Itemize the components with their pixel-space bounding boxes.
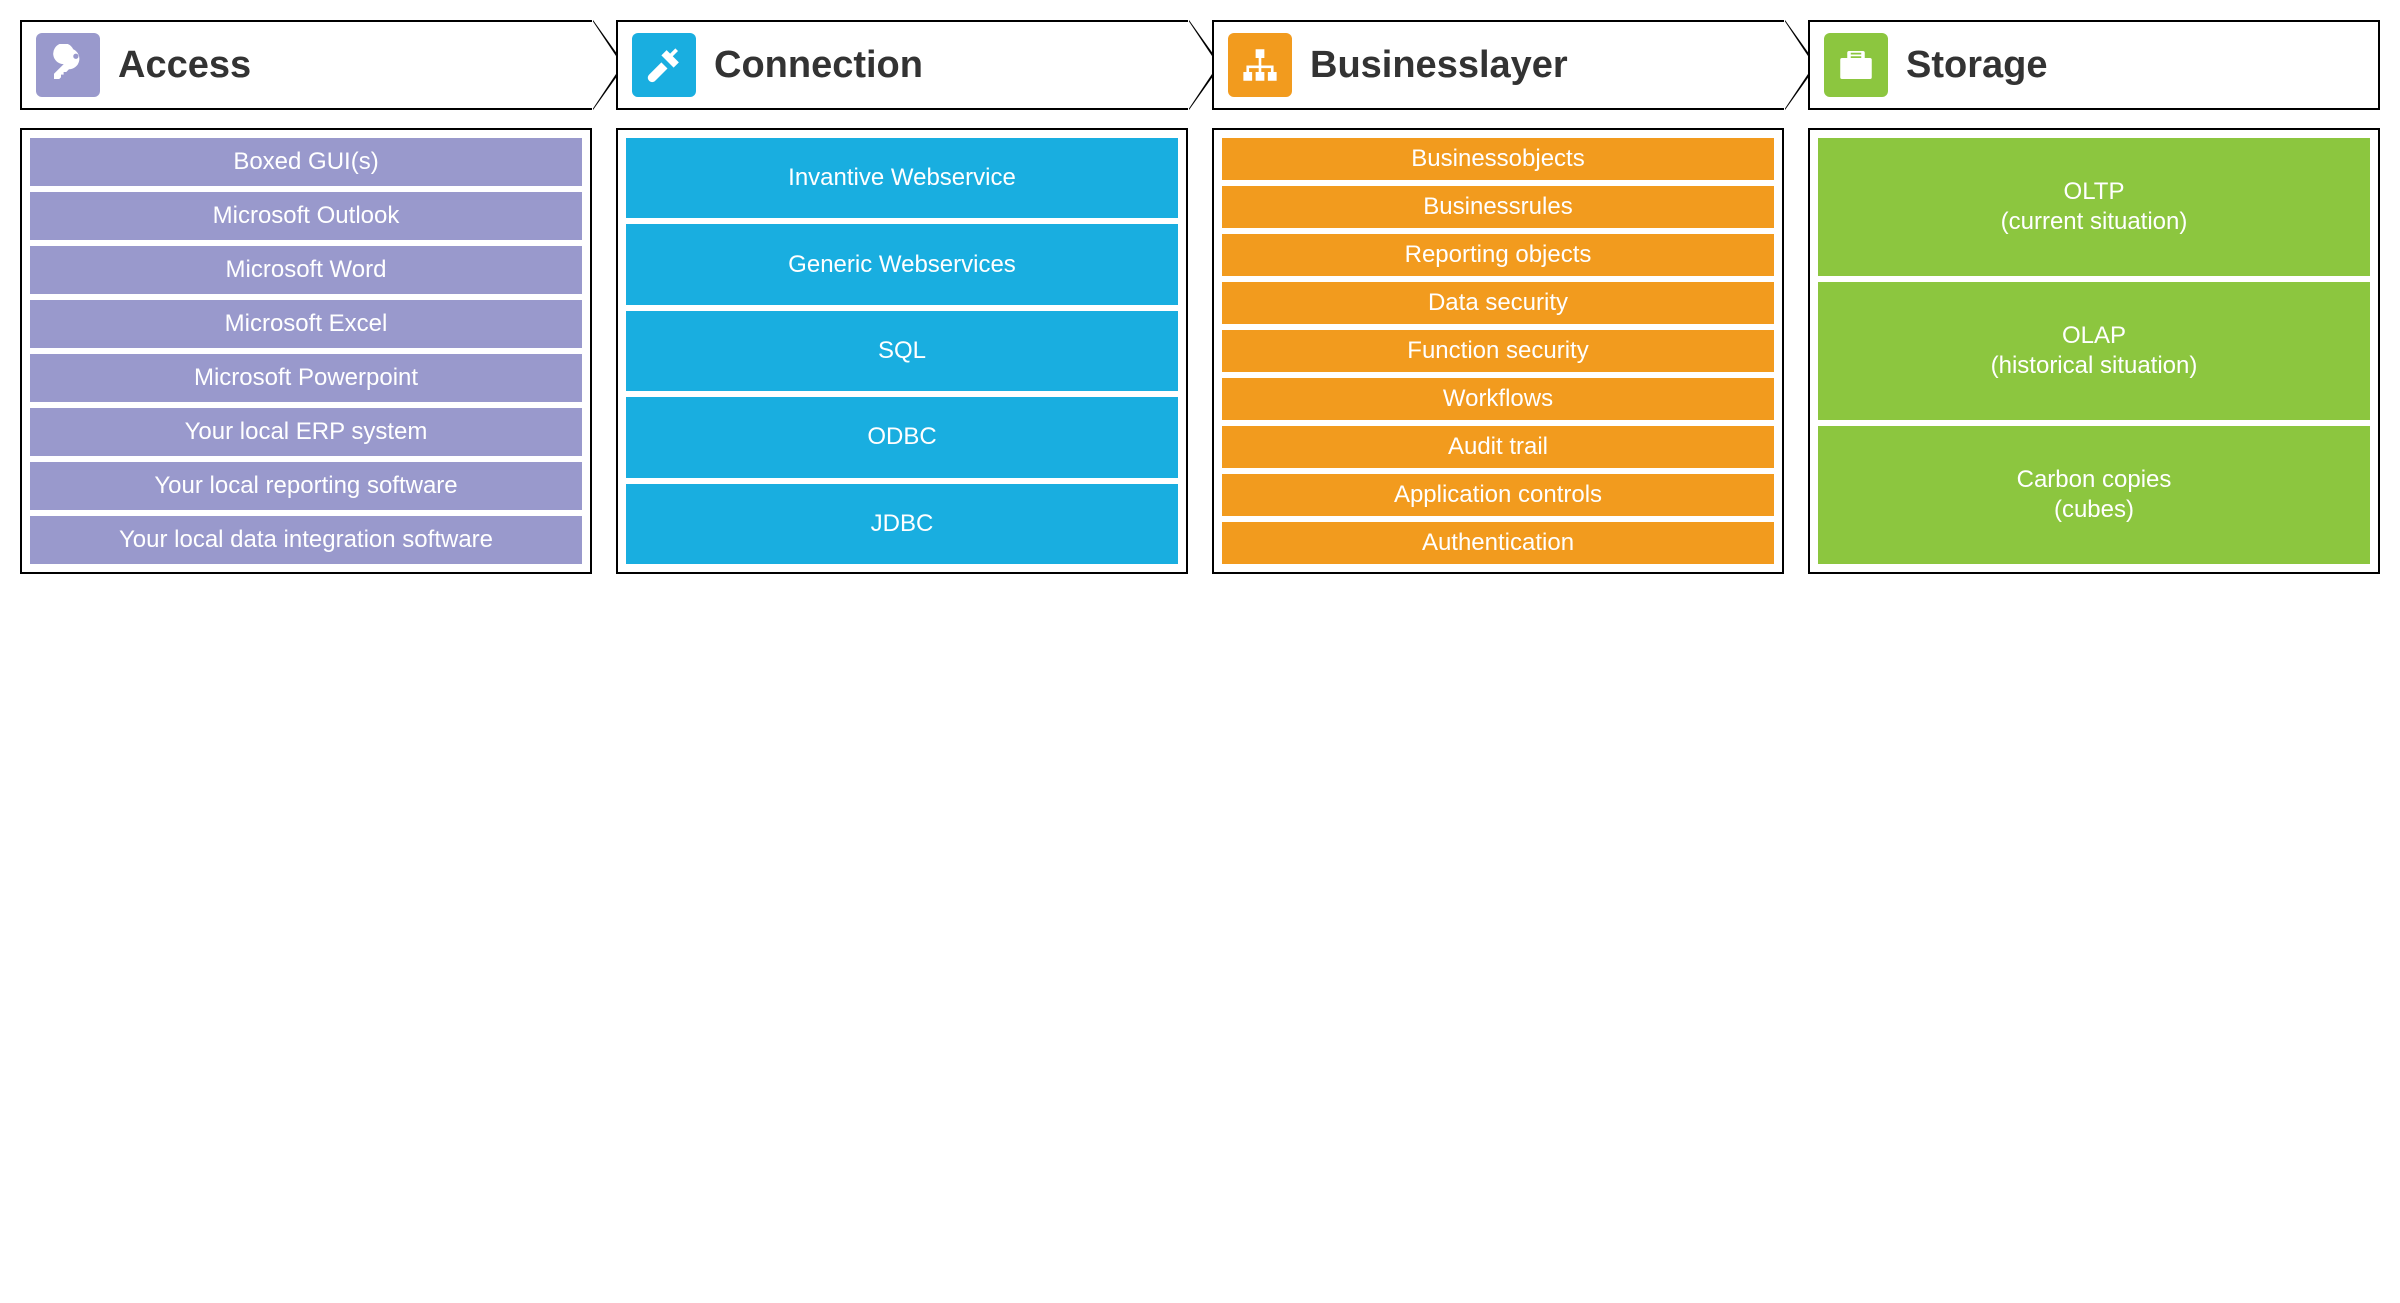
list-item: ODBC [626, 397, 1178, 477]
header-title-storage: Storage [1906, 44, 2047, 87]
column-access: Access Boxed GUI(s) Microsoft Outlook Micr… [20, 20, 592, 574]
list-item: OLAP (historical situation) [1818, 282, 2370, 420]
list-item: Invantive Webservice [626, 138, 1178, 218]
list-item: Your local reporting software [30, 462, 582, 510]
list-item: Generic Webservices [626, 224, 1178, 304]
body-connection: Invantive WebserviceGeneric WebservicesS… [616, 128, 1188, 574]
list-item: Reporting objects [1222, 234, 1774, 276]
list-item: Businessrules [1222, 186, 1774, 228]
header-title-connection: Connection [714, 44, 923, 87]
list-item: OLTP (current situation) [1818, 138, 2370, 276]
list-item: Carbon copies (cubes) [1818, 426, 2370, 564]
body-businesslayer: Businessobjects Businessrules Reporting ob… [1212, 128, 1784, 574]
list-item: Function security [1222, 330, 1774, 372]
list-item: Application controls [1222, 474, 1774, 516]
body-storage: OLTP (current situation)OLAP (historical… [1808, 128, 2380, 574]
column-connection: Connection Invantive WebserviceGeneric W… [616, 20, 1188, 574]
list-item: JDBC [626, 484, 1178, 564]
list-item: Microsoft Excel [30, 300, 582, 348]
header-access: Access [20, 20, 592, 110]
list-item: Your local data integration software [30, 516, 582, 564]
list-item: Boxed GUI(s) [30, 138, 582, 186]
header-connection: Connection [616, 20, 1188, 110]
list-item: Microsoft Word [30, 246, 582, 294]
list-item: Businessobjects [1222, 138, 1774, 180]
header-storage: Storage [1808, 20, 2380, 110]
header-businesslayer: Businesslayer [1212, 20, 1784, 110]
key-icon [36, 33, 100, 97]
header-title-access: Access [118, 44, 251, 87]
column-businesslayer: Businesslayer Businessobjects Businessrul… [1212, 20, 1784, 574]
pipeline-diagram: Access Boxed GUI(s) Microsoft Outlook Micr… [20, 20, 2380, 574]
header-title-businesslayer: Businesslayer [1310, 44, 1568, 87]
list-item: Microsoft Outlook [30, 192, 582, 240]
list-item: SQL [626, 311, 1178, 391]
list-item: Microsoft Powerpoint [30, 354, 582, 402]
list-item: Your local ERP system [30, 408, 582, 456]
column-storage: Storage OLTP (current situation)OLAP (hi… [1808, 20, 2380, 574]
plug-icon [632, 33, 696, 97]
sitemap-icon [1228, 33, 1292, 97]
list-item: Authentication [1222, 522, 1774, 564]
body-access: Boxed GUI(s) Microsoft Outlook Microsoft W… [20, 128, 592, 574]
list-item: Audit trail [1222, 426, 1774, 468]
briefcase-icon [1824, 33, 1888, 97]
list-item: Workflows [1222, 378, 1774, 420]
list-item: Data security [1222, 282, 1774, 324]
